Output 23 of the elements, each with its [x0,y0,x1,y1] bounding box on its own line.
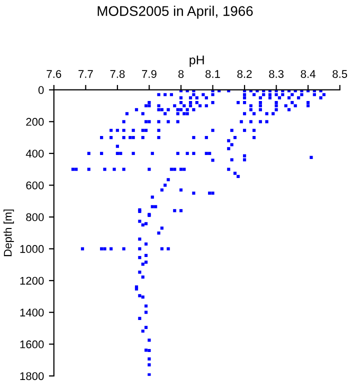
x-tick-label: 8.1 [206,70,220,78]
y-tick-label: 1800 [20,372,44,380]
x-tick-label: 8.4 [300,70,316,78]
y-tick-label: 1000 [20,245,44,253]
chart-title: MODS2005 in April, 1966 [98,6,253,19]
y-tick-label: 200 [26,118,44,126]
x-tick-label: 7.9 [142,70,156,78]
y-tick-label: 1200 [20,276,44,285]
x-tick-label: 8.3 [269,70,284,78]
x-tick-label: 8.2 [237,70,252,78]
y-tick-label: 800 [26,213,44,222]
x-tick-label: 7.7 [78,70,93,78]
y-tick-label: 0 [38,86,44,94]
x-tick-label: 8 [178,70,184,78]
y-tick-label: 600 [26,181,44,190]
x-tick-label: 7.6 [46,70,62,78]
y-tick-label: 1600 [20,340,44,348]
x-axis-title: pH [190,56,204,67]
y-axis-title: Depth [m] [4,210,14,256]
x-tick-label: 7.8 [110,70,125,78]
y-tick-label: 1400 [20,308,44,316]
y-tick-label: 400 [26,150,44,158]
x-tick-label: 8.5 [332,70,348,78]
